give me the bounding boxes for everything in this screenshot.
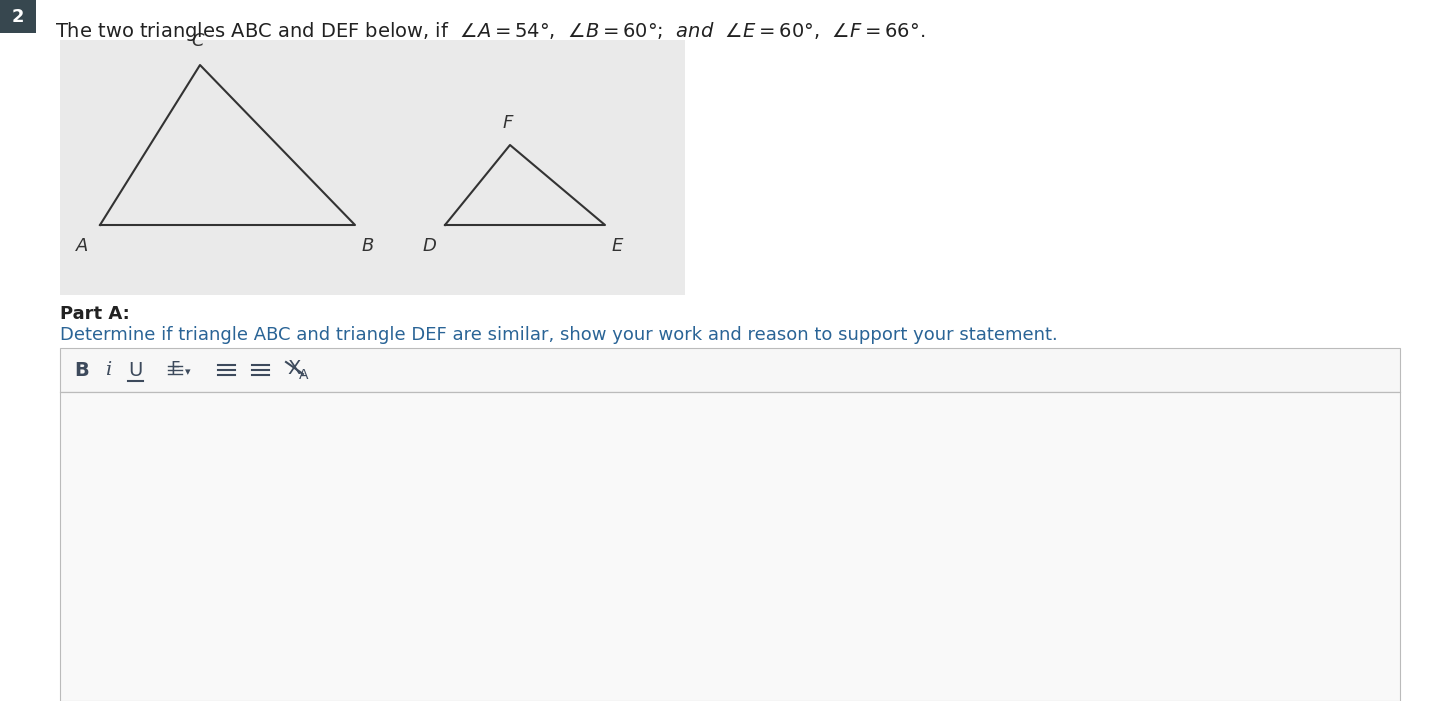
Text: X: X: [287, 358, 300, 378]
FancyBboxPatch shape: [60, 348, 1400, 392]
Text: 2: 2: [11, 8, 24, 25]
Text: $D$: $D$: [422, 237, 438, 255]
Text: $E$: $E$: [612, 237, 625, 255]
Text: The two triangles ABC and DEF below, if  $\angle A = 54°$,  $\angle B = 60°$;  $: The two triangles ABC and DEF below, if …: [55, 20, 925, 43]
Text: $B$: $B$: [362, 237, 375, 255]
Text: $F$: $F$: [501, 114, 514, 132]
Text: Determine if triangle ABC and triangle DEF are similar, show your work and reaso: Determine if triangle ABC and triangle D…: [60, 326, 1058, 344]
Text: $C$: $C$: [191, 32, 205, 50]
FancyBboxPatch shape: [60, 40, 685, 295]
Text: ▾: ▾: [185, 367, 191, 377]
FancyBboxPatch shape: [0, 0, 36, 33]
Text: $A$: $A$: [75, 237, 89, 255]
Text: A: A: [299, 368, 309, 382]
Text: F: F: [171, 360, 180, 378]
Text: i: i: [105, 361, 111, 379]
Text: Part A:: Part A:: [60, 305, 129, 323]
Text: U: U: [128, 360, 142, 379]
FancyBboxPatch shape: [60, 392, 1400, 701]
Text: B: B: [75, 360, 89, 379]
